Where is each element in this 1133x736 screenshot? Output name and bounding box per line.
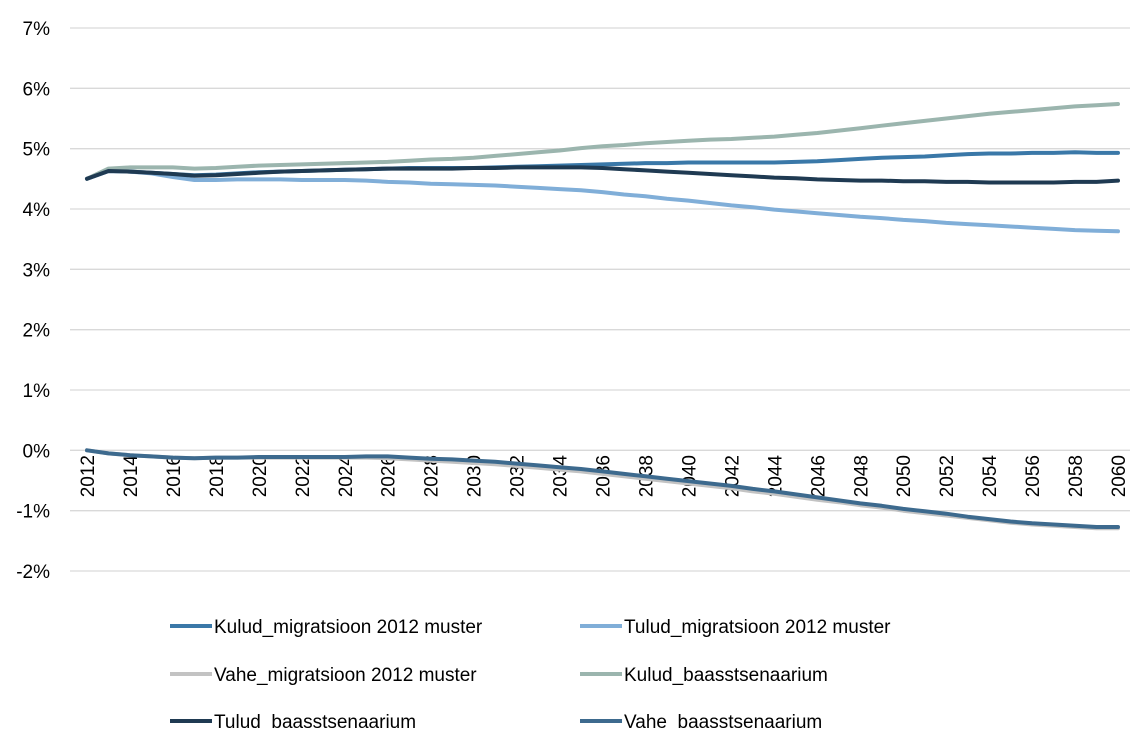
legend-label: Kulud_baasstsenaarium	[624, 665, 828, 686]
x-tick-label: 2022	[293, 455, 314, 497]
x-tick-label: 2014	[121, 455, 142, 498]
x-tick-label: 2046	[808, 455, 829, 497]
legend-label: Vahe_migratsioon 2012 muster	[214, 665, 477, 686]
x-tick-label: 2024	[336, 455, 357, 498]
y-tick-label: 0%	[23, 441, 51, 462]
x-tick-label: 2018	[207, 455, 228, 497]
x-tick-label: 2012	[78, 455, 99, 497]
y-tick-label: -2%	[16, 562, 50, 583]
series-line	[85, 169, 1120, 234]
x-tick-label: 2030	[465, 455, 486, 497]
x-tick-label: 2050	[894, 455, 915, 497]
series-line	[85, 165, 1120, 185]
x-tick-label: 2016	[164, 455, 185, 497]
legend-label: Tulud baasstsenaarium	[214, 712, 416, 731]
y-tick-label: 3%	[23, 260, 51, 281]
x-tick-label: 2058	[1066, 455, 1087, 497]
y-tick-label: -1%	[16, 502, 50, 523]
y-tick-label: 1%	[23, 381, 51, 402]
x-tick-label: 2056	[1023, 455, 1044, 497]
x-tick-label: 2020	[250, 455, 271, 497]
x-tick-label: 2048	[851, 455, 872, 497]
series-line	[85, 448, 1120, 529]
legend-label: Vahe baasstsenaarium	[624, 712, 822, 731]
x-tick-label: 2044	[765, 455, 786, 498]
y-tick-label: 5%	[23, 140, 51, 161]
y-tick-label: 2%	[23, 321, 51, 342]
legend-label: Tulud_migratsioon 2012 muster	[624, 617, 891, 638]
y-tick-label: 6%	[23, 79, 51, 100]
x-tick-label: 2028	[422, 455, 443, 497]
x-tick-label: 2034	[551, 455, 572, 498]
x-tick-label: 2040	[679, 455, 700, 497]
y-tick-label: 4%	[23, 200, 51, 221]
x-tick-label: 2052	[937, 455, 958, 497]
x-tick-label: 2036	[594, 455, 615, 497]
series-line	[85, 102, 1120, 181]
legend-label: Kulud_migratsioon 2012 muster	[214, 617, 483, 638]
x-tick-label: 2026	[379, 455, 400, 497]
x-tick-label: 2060	[1109, 455, 1130, 497]
y-tick-label: 7%	[23, 19, 51, 40]
x-tick-label: 2054	[980, 455, 1001, 498]
